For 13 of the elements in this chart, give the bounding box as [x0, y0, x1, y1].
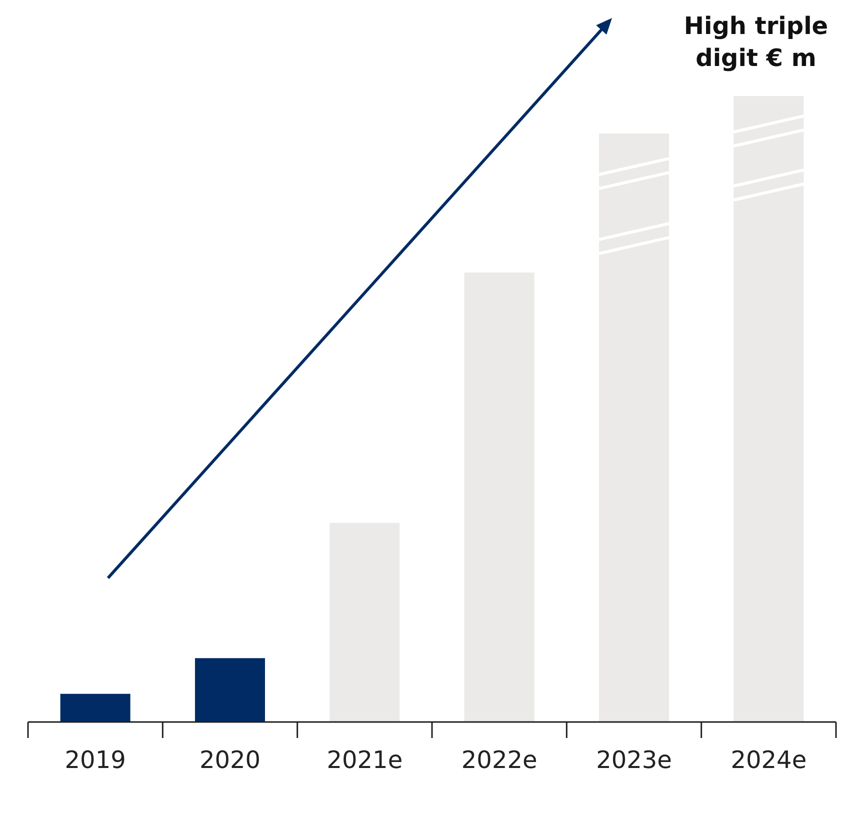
bar	[194, 658, 265, 722]
text: High triple digit € m	[682, 11, 830, 74]
x-tick-label: 2019	[64, 746, 126, 774]
bar	[734, 96, 804, 722]
x-tick-label: 2024e	[730, 746, 807, 774]
x-tick-label: 2023e	[596, 746, 672, 774]
bar	[464, 272, 534, 722]
x-tick-label: 2020	[199, 746, 261, 774]
bar	[60, 694, 130, 722]
x-tick-label: 2022e	[461, 746, 538, 774]
bar	[598, 134, 669, 722]
x-tick-label: 2021e	[326, 746, 403, 774]
bar	[330, 522, 400, 722]
